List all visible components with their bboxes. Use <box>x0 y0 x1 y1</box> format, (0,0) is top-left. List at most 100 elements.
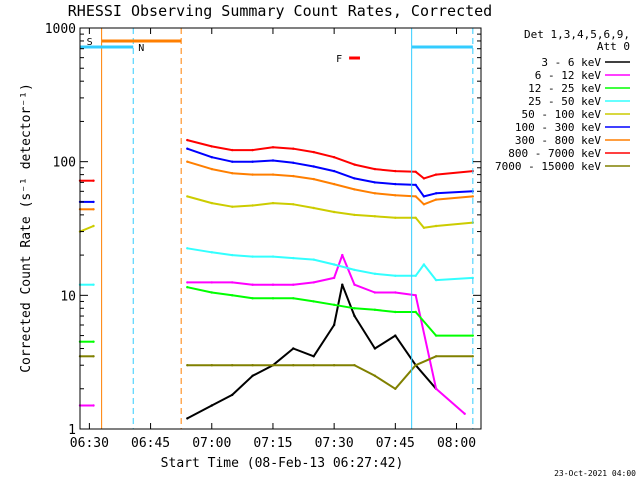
series-point-2 <box>373 291 377 294</box>
series-point-5 <box>422 226 426 229</box>
series-point-8 <box>434 173 438 176</box>
series-point-9 <box>394 387 397 390</box>
series-point-8 <box>251 148 254 152</box>
series-point-1 <box>373 347 377 350</box>
series-line-9 <box>187 355 473 390</box>
series-point-3 <box>210 291 213 294</box>
series-point-8 <box>92 179 95 182</box>
series-point-8 <box>414 170 417 173</box>
series-point-2 <box>414 294 417 297</box>
series-point-7 <box>186 160 189 163</box>
x-tick-label: 07:30 <box>315 436 354 451</box>
legend-label: 100 - 300 keV <box>515 121 601 134</box>
series-point-3 <box>92 340 95 343</box>
x-tick-label: 06:45 <box>131 436 170 451</box>
series-point-3 <box>186 286 189 289</box>
series-point-8 <box>292 147 295 150</box>
x-tick-label: 07:45 <box>376 436 415 451</box>
series-point-1 <box>292 347 295 350</box>
x-tick-label: 07:15 <box>253 436 292 451</box>
legend-label: 3 - 6 keV <box>541 56 601 69</box>
series-point-3 <box>434 334 438 337</box>
plot-frame <box>79 27 482 430</box>
series-point-9 <box>231 364 234 367</box>
series-point-9 <box>292 364 295 367</box>
y-tick-label: 1 <box>68 423 76 438</box>
series-point-3 <box>353 307 356 310</box>
series-point-3 <box>271 297 275 300</box>
series-point-2 <box>312 281 315 284</box>
series-line-1 <box>186 283 437 420</box>
series-point-6 <box>92 200 95 204</box>
series-point-8 <box>332 156 336 159</box>
series-point-7 <box>353 188 356 191</box>
series-point-2 <box>271 283 275 286</box>
series-point-9 <box>471 355 474 358</box>
y-tick-label: 1000 <box>45 22 76 37</box>
series-point-7 <box>434 198 438 201</box>
series-point-7 <box>332 182 336 186</box>
series-point-6 <box>312 165 315 168</box>
series-line-3 <box>187 286 473 337</box>
series-point-6 <box>353 177 356 180</box>
series-point-6 <box>231 160 234 163</box>
series-point-5 <box>210 201 213 205</box>
series-point-7 <box>422 203 426 206</box>
series-point-2 <box>186 281 189 284</box>
series-point-1 <box>341 283 344 286</box>
interval-label-f: F <box>336 54 342 65</box>
series-point-9 <box>271 364 275 367</box>
series-point-3 <box>231 294 234 297</box>
series-point-7 <box>210 167 213 171</box>
series-point-6 <box>422 195 426 198</box>
series-point-8 <box>373 167 377 171</box>
series-point-4 <box>353 268 356 272</box>
series-point-1 <box>231 393 234 397</box>
legend-label: 300 - 800 keV <box>515 134 601 147</box>
series-point-5 <box>353 213 356 217</box>
series-point-7 <box>92 208 95 211</box>
legend-label: 50 - 100 keV <box>522 108 602 121</box>
series-point-1 <box>251 374 254 377</box>
series-point-6 <box>394 182 397 186</box>
series-point-7 <box>414 195 417 198</box>
series-point-1 <box>394 334 397 337</box>
series-point-5 <box>414 216 417 219</box>
series-point-4 <box>373 272 377 275</box>
series-point-3 <box>251 297 254 300</box>
series-point-1 <box>210 404 213 407</box>
series-point-3 <box>332 303 336 306</box>
series-point-8 <box>231 148 234 152</box>
series-point-2 <box>251 283 254 286</box>
series-point-1 <box>353 314 356 318</box>
legend-label: 800 - 7000 keV <box>508 147 601 160</box>
series-point-1 <box>312 355 315 358</box>
series-point-2 <box>92 404 95 407</box>
series-point-8 <box>210 145 213 148</box>
series-point-5 <box>271 201 275 205</box>
series-point-6 <box>373 181 377 184</box>
series-point-5 <box>231 205 234 208</box>
series-point-5 <box>373 215 377 218</box>
series-layer <box>78 138 474 420</box>
series-point-6 <box>251 160 254 163</box>
series-point-5 <box>434 224 438 228</box>
series-point-3 <box>414 310 417 314</box>
series-point-7 <box>373 192 377 195</box>
series-point-9 <box>332 364 336 367</box>
legend-title-line-2: Att 0 <box>597 40 630 53</box>
series-point-4 <box>271 255 275 258</box>
series-point-4 <box>210 251 213 254</box>
series-point-9 <box>414 364 417 367</box>
series-point-4 <box>186 247 189 250</box>
series-point-4 <box>394 274 397 277</box>
series-point-9 <box>210 364 213 367</box>
series-point-3 <box>312 300 315 303</box>
series-point-8 <box>186 138 189 142</box>
footer-date: 23-Oct-2021 04:00 <box>554 469 636 478</box>
series-point-9 <box>373 374 377 377</box>
legend-title-line-1: Det 1,3,4,5,6,9, <box>524 28 630 41</box>
legend-label: 25 - 50 keV <box>528 95 601 108</box>
series-point-1 <box>186 417 189 420</box>
